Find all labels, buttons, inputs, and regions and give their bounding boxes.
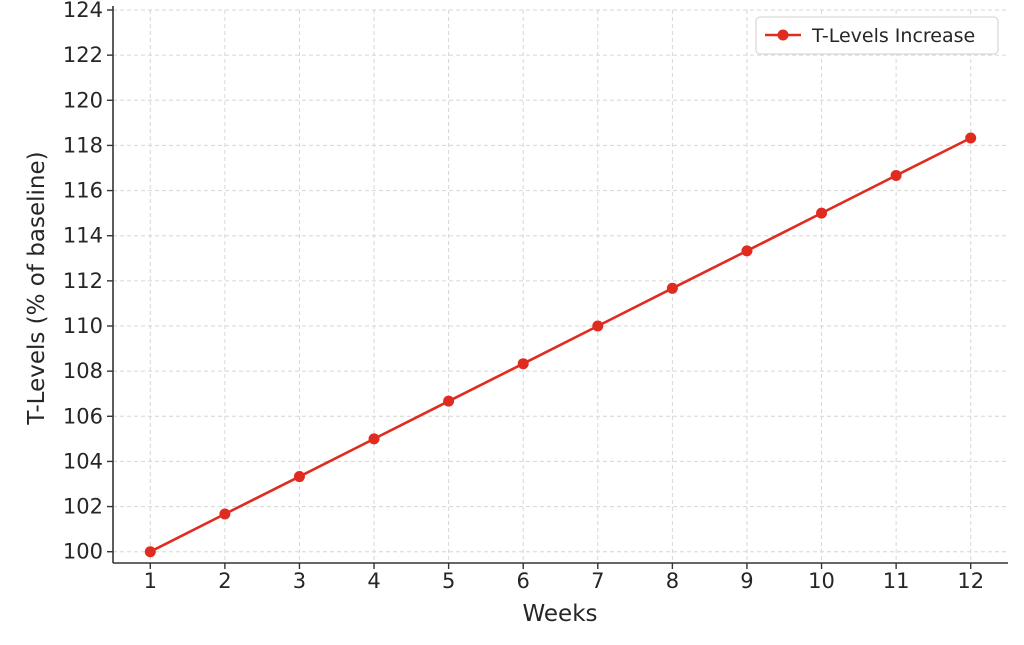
- y-tick-label: 102: [63, 495, 103, 519]
- x-tick-label: 9: [740, 569, 753, 593]
- data-point: [741, 245, 753, 257]
- x-tick-label: 1: [144, 569, 157, 593]
- y-tick-label: 114: [63, 224, 103, 248]
- series-line: [149, 136, 972, 553]
- y-tick-label: 124: [63, 0, 103, 22]
- y-tick-label: 104: [63, 449, 103, 473]
- series-layer: [144, 132, 977, 558]
- y-tick-label: 122: [63, 43, 103, 67]
- x-tick-label: 11: [883, 569, 910, 593]
- data-point: [293, 471, 305, 483]
- x-tick-label: 6: [517, 569, 530, 593]
- data-point: [443, 395, 455, 407]
- x-tick-label: 12: [957, 569, 984, 593]
- legend-label: T-Levels Increase: [811, 25, 975, 47]
- data-point: [816, 207, 828, 219]
- data-point: [144, 546, 156, 558]
- y-tick-label: 116: [63, 179, 103, 203]
- x-tick-label: 5: [442, 569, 455, 593]
- y-tick-label: 100: [63, 540, 103, 564]
- data-point: [219, 508, 231, 520]
- data-point: [368, 433, 380, 445]
- legend: T-Levels Increase: [755, 16, 999, 55]
- x-tick-label: 8: [666, 569, 679, 593]
- data-point: [592, 320, 604, 332]
- y-tick-label: 110: [63, 314, 103, 338]
- grid: [113, 9, 1008, 563]
- y-tick-label: 108: [63, 359, 103, 383]
- x-tick-label: 4: [367, 569, 380, 593]
- x-tick-label: 7: [591, 569, 604, 593]
- axes: 1 2 3 4 5 6 7 8 9 10 11 121001021041061081101121141…: [63, 0, 1008, 593]
- x-tick-label: 3: [293, 569, 306, 593]
- y-tick-label: 118: [63, 133, 103, 157]
- y-tick-label: 120: [63, 88, 103, 112]
- legend-marker-swatch: [777, 29, 789, 41]
- y-tick-label: 112: [63, 269, 103, 293]
- x-tick-label: 2: [218, 569, 231, 593]
- data-point: [965, 132, 977, 144]
- legend-box: [755, 16, 999, 55]
- y-axis-title: T-Levels (% of baseline): [24, 151, 50, 425]
- data-point: [666, 282, 678, 294]
- data-point: [517, 358, 529, 370]
- x-axis-title: Weeks: [523, 601, 598, 627]
- x-tick-label: 10: [808, 569, 835, 593]
- y-tick-label: 106: [63, 404, 103, 428]
- data-point: [890, 169, 902, 181]
